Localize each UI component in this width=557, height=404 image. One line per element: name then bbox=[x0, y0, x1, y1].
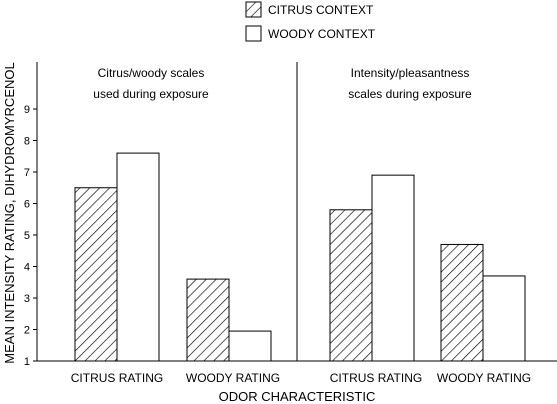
y-tick-label: 3 bbox=[24, 293, 30, 305]
category-label: CITRUS RATING bbox=[71, 371, 163, 385]
y-ticks: 1 2 3 4 5 6 7 8 9 bbox=[24, 104, 37, 368]
y-tick-label: 7 bbox=[24, 167, 30, 179]
y-tick-label: 5 bbox=[24, 230, 30, 242]
y-tick-label: 2 bbox=[24, 325, 30, 337]
category-label: WOODY RATING bbox=[437, 371, 531, 385]
bar-woody-context bbox=[228, 330, 272, 362]
legend-swatch-woody bbox=[245, 25, 262, 42]
bar-woody-context bbox=[116, 152, 160, 362]
y-tick-label: 4 bbox=[24, 262, 30, 274]
bar-citrus-context bbox=[186, 278, 230, 362]
panel-1-annotation-line-1: Citrus/woody scales bbox=[98, 66, 205, 80]
y-tick-label: 9 bbox=[24, 104, 30, 116]
legend: CITRUS CONTEXT WOODY CONTEXT bbox=[245, 1, 376, 42]
bar-citrus-context bbox=[329, 209, 373, 362]
category-label: WOODY RATING bbox=[186, 371, 280, 385]
panel-2-annotation-line-1: Intensity/pleasantness bbox=[351, 66, 470, 80]
legend-label-citrus: CITRUS CONTEXT bbox=[268, 3, 374, 17]
panel-2-annotation-line-2: scales during exposure bbox=[348, 87, 472, 101]
category-label: CITRUS RATING bbox=[330, 371, 422, 385]
y-tick-label: 1 bbox=[24, 356, 30, 368]
panel-1-annotation-line-2: used during exposure bbox=[93, 87, 209, 101]
legend-label-woody: WOODY CONTEXT bbox=[268, 27, 376, 41]
bar-citrus-context bbox=[440, 243, 484, 362]
y-tick-label: 8 bbox=[24, 136, 30, 148]
bar-citrus-context bbox=[74, 187, 118, 362]
bar-woody-context bbox=[482, 275, 526, 362]
bars bbox=[74, 152, 526, 362]
legend-swatch-citrus bbox=[245, 1, 262, 18]
bar-woody-context bbox=[371, 174, 415, 362]
y-axis-title: MEAN INTENSITY RATING, DIHYDROMYRCENOL bbox=[2, 62, 17, 363]
x-axis-title: ODOR CHARACTERISTIC bbox=[219, 389, 376, 404]
y-tick-label: 6 bbox=[24, 199, 30, 211]
